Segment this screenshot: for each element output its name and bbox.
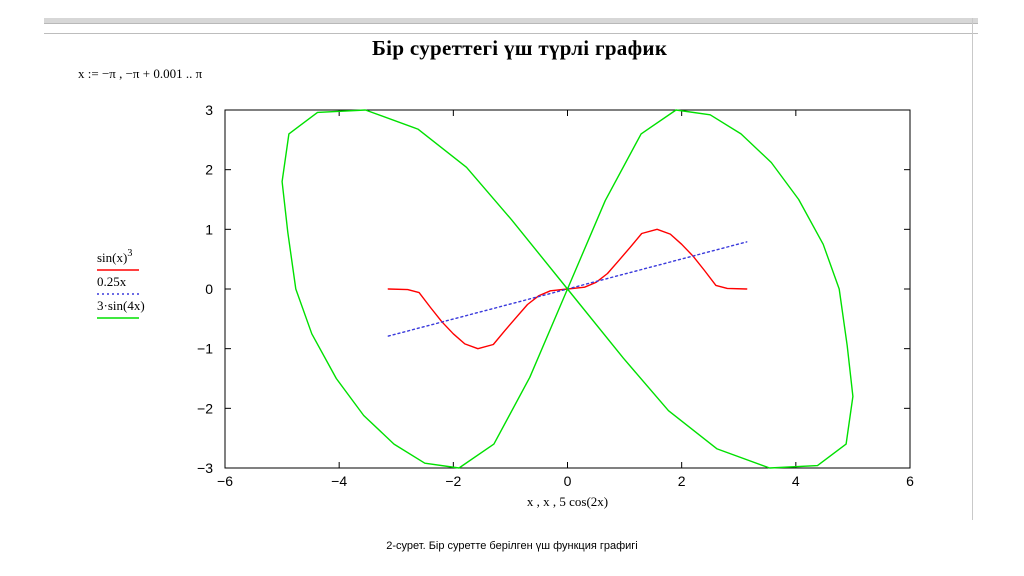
y-tick-label: −3 [197, 460, 213, 476]
series-line-3-sin-4x [281, 109, 854, 469]
legend-label: 3·sin(4x) [97, 298, 145, 313]
series-layer [281, 109, 854, 469]
legend: sin(x)3 0.25x 3·sin(4x) [97, 248, 145, 319]
range-definition: x := −π , −π + 0.001 .. π [78, 66, 203, 81]
y-tick-label: 3 [205, 102, 213, 118]
x-tick-label: 6 [906, 473, 914, 489]
y-tick-label: 2 [205, 162, 213, 178]
x-tick-label: 4 [792, 473, 800, 489]
x-tick-label: −6 [217, 473, 233, 489]
y-tick-label: −2 [197, 400, 213, 416]
chart-title: Бір суреттегі үш түрлі график [372, 36, 668, 60]
legend-label: 0.25x [97, 274, 127, 289]
window-toolbar-strip [44, 18, 978, 24]
figure-caption: 2-сурет. Бір суретте берілген үш функция… [386, 540, 638, 552]
legend-label: sin(x)3 [97, 248, 132, 265]
y-tick-label: −1 [197, 341, 213, 357]
page-right-border [972, 18, 973, 520]
y-tick-label: 0 [205, 281, 213, 297]
x-tick-label: −4 [331, 473, 347, 489]
toolbar-divider [44, 33, 978, 34]
legend-superscript: 3 [127, 248, 132, 259]
y-tick-label: 1 [205, 221, 213, 237]
x-tick-label: 2 [678, 473, 686, 489]
axis-ticks: −6 −4 −2 0 2 4 6 3 2 1 0 −1 −2 −3 [197, 102, 914, 489]
x-tick-label: −2 [445, 473, 461, 489]
x-axis-title: x , x , 5 cos(2x) [527, 494, 608, 509]
x-tick-label: 0 [564, 473, 572, 489]
